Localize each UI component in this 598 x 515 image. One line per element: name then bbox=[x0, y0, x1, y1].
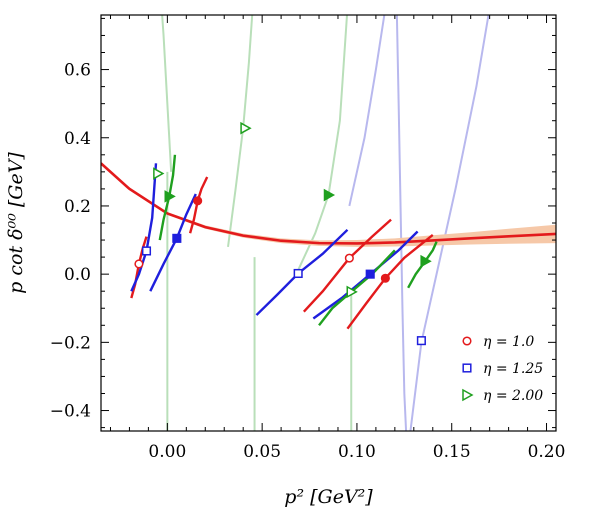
marker-0-2 bbox=[344, 253, 354, 263]
y-tick-label-2: 0.0 bbox=[64, 265, 91, 285]
marker-2-2 bbox=[240, 121, 252, 135]
y-axis-label: p cot δ⁰⁰ [GeV] bbox=[5, 152, 27, 294]
x-tick-label-0: 0.00 bbox=[148, 442, 186, 462]
marker-2-4 bbox=[346, 285, 358, 299]
legend-marker-1 bbox=[462, 363, 472, 373]
marker-2-3 bbox=[323, 188, 336, 202]
y-tick-label-5: 0.6 bbox=[64, 61, 91, 81]
legend-label-1: η = 1.25 bbox=[483, 361, 543, 377]
faint-curves bbox=[161, 15, 490, 431]
y-tick-label-0: −0.4 bbox=[50, 402, 91, 422]
y-tick-label-4: 0.4 bbox=[64, 129, 91, 149]
marker-1-4 bbox=[416, 336, 426, 346]
marker-2-5 bbox=[420, 254, 432, 268]
legend: η = 1.0 η = 1.25 η = 2.00 bbox=[462, 334, 543, 404]
x-tick-label-4: 0.20 bbox=[528, 442, 566, 462]
x-tick-label-1: 0.05 bbox=[243, 442, 281, 462]
fit-error-band bbox=[101, 162, 556, 247]
marker-1-3 bbox=[365, 269, 375, 279]
x-axis-label: p² [GeV²] bbox=[284, 486, 373, 508]
marker-1-1 bbox=[172, 233, 182, 243]
legend-marker-2 bbox=[462, 388, 474, 402]
data-markers bbox=[134, 121, 432, 346]
legend-label-2: η = 2.00 bbox=[483, 388, 543, 404]
faint-curve-7 bbox=[395, 15, 408, 431]
faint-curve-6 bbox=[348, 15, 386, 207]
marker-2-1 bbox=[164, 190, 176, 203]
data-segment-2 bbox=[302, 218, 392, 313]
legend-marker-0 bbox=[462, 336, 472, 346]
data-segment-4 bbox=[130, 163, 158, 292]
fit-curve-line bbox=[101, 162, 556, 245]
x-tick-label-2: 0.10 bbox=[338, 442, 376, 462]
faint-curve-0 bbox=[161, 15, 173, 172]
faint-curve-8 bbox=[409, 15, 490, 431]
legend-label-0: η = 1.0 bbox=[483, 334, 534, 350]
y-tick-label-3: 0.2 bbox=[64, 197, 91, 217]
marker-2-0 bbox=[153, 167, 165, 180]
y-tick-label-1: −0.2 bbox=[50, 333, 91, 353]
faint-curve-4 bbox=[295, 15, 349, 275]
marker-0-3 bbox=[380, 273, 390, 283]
fit-curve bbox=[101, 162, 556, 245]
marker-1-0 bbox=[141, 246, 152, 256]
marker-1-2 bbox=[293, 268, 303, 279]
fit-band bbox=[101, 162, 556, 247]
marker-0-0 bbox=[134, 259, 144, 269]
marker-0-1 bbox=[193, 196, 203, 206]
axis-ticks: 0.00 0.05 0.10 0.15 0.20 −0.4 −0.2 0.0 0.2 0.4 0.6 bbox=[50, 15, 566, 462]
x-tick-label-3: 0.15 bbox=[433, 442, 471, 462]
